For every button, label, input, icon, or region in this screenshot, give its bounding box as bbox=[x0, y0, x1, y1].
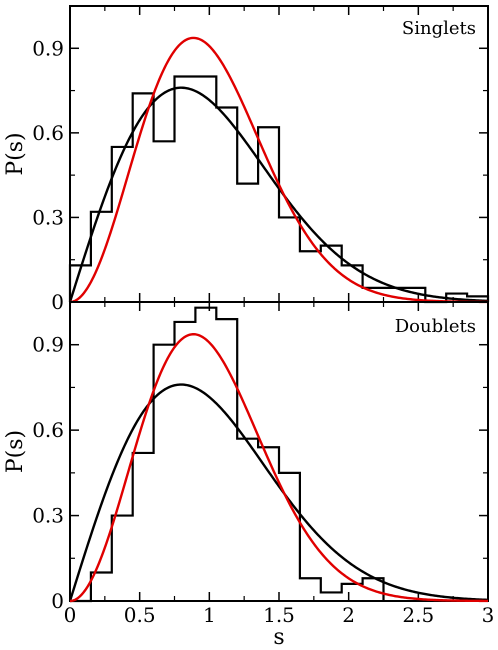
y-axis-label: P(s) bbox=[3, 132, 28, 175]
y-tick-label: 0 bbox=[51, 290, 64, 314]
y-tick-label: 0.9 bbox=[32, 36, 64, 60]
x-tick-label: 2.5 bbox=[402, 603, 434, 627]
y-tick-label: 0.6 bbox=[32, 418, 64, 442]
x-tick-label: 0.5 bbox=[124, 603, 156, 627]
y-tick-label: 0.3 bbox=[32, 205, 64, 229]
curve-goe bbox=[68, 383, 489, 602]
y-axis-label: P(s) bbox=[3, 430, 28, 473]
y-tick-label: 0.3 bbox=[32, 504, 64, 528]
x-tick-label: 1 bbox=[203, 603, 216, 627]
y-tick-label: 0.9 bbox=[32, 333, 64, 357]
y-tick-label: 0 bbox=[51, 589, 64, 613]
curve-goe bbox=[68, 86, 489, 303]
x-tick-label: 2 bbox=[342, 603, 355, 627]
x-tick-label: 3 bbox=[482, 603, 495, 627]
x-tick-label: 1.5 bbox=[263, 603, 295, 627]
curve-gue bbox=[69, 333, 488, 603]
panel-singlets: 0 0.3 0.6 0.9 P(s) Singlets bbox=[3, 5, 490, 314]
histogram bbox=[68, 75, 490, 304]
panel-doublets: 0 0.5 1 1.5 2 2.5 3 0 0.3 0.6 0.9 P(s) Doublets bbox=[3, 301, 495, 627]
curve-gue bbox=[69, 36, 488, 304]
y-tick-label: 0.6 bbox=[32, 121, 64, 145]
x-axis-label: s bbox=[273, 625, 284, 650]
panel-label: Singlets bbox=[402, 18, 476, 39]
panel-label: Doublets bbox=[395, 316, 476, 337]
x-tick-label: 0 bbox=[64, 603, 77, 627]
histogram bbox=[70, 306, 385, 603]
